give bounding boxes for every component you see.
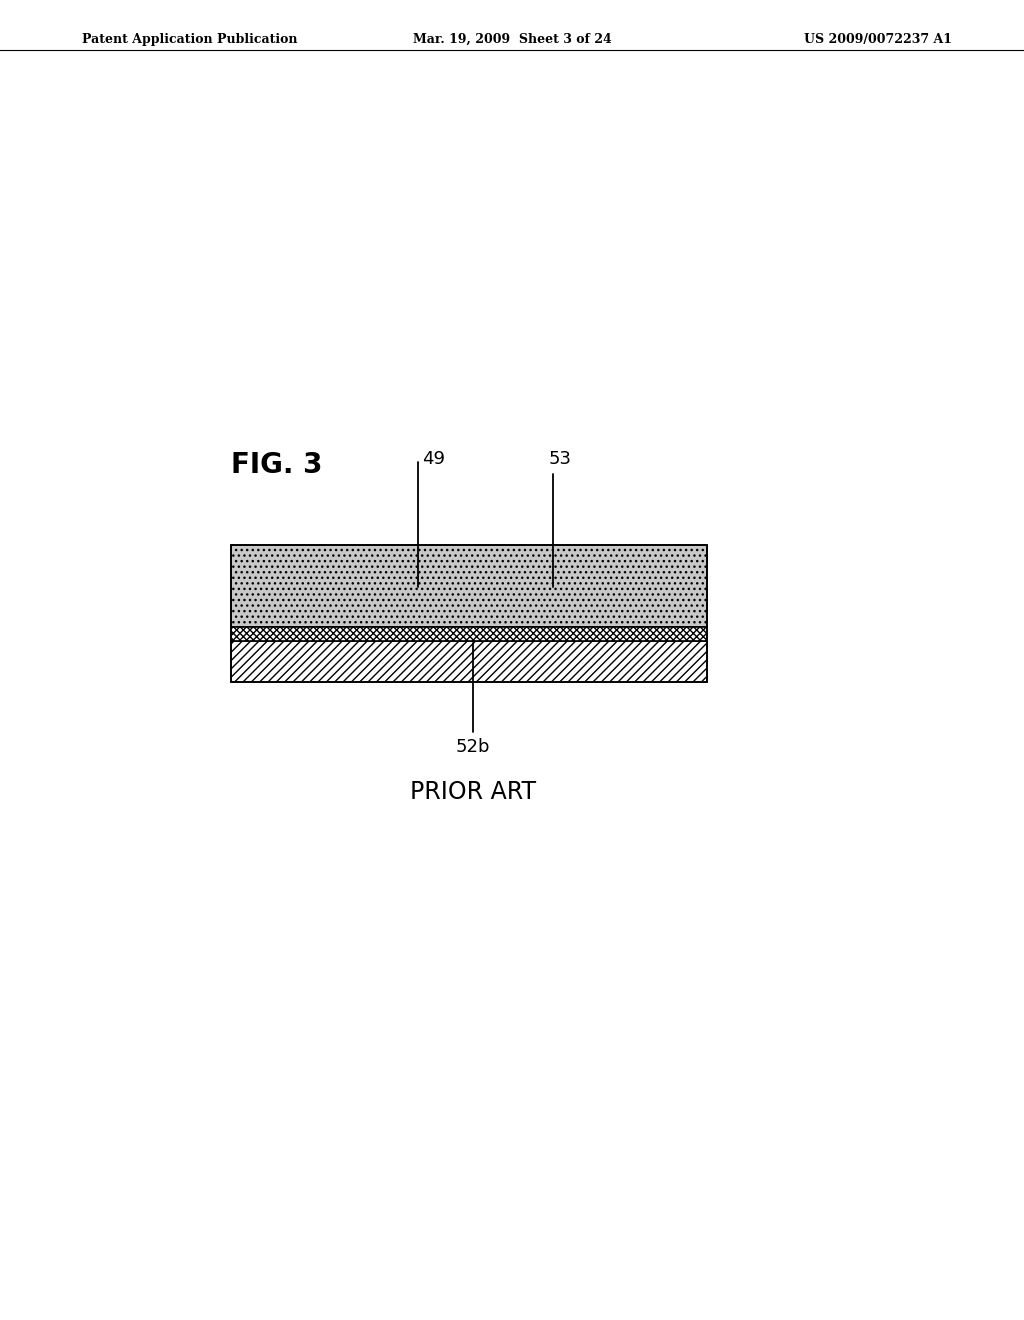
Text: PRIOR ART: PRIOR ART [411, 780, 537, 804]
Bar [231, 627, 708, 640]
Text: US 2009/0072237 A1: US 2009/0072237 A1 [804, 33, 952, 46]
Bar [231, 640, 708, 682]
Bar [231, 545, 708, 627]
Text: 49: 49 [418, 450, 445, 587]
Text: 52b: 52b [456, 643, 490, 756]
Text: Patent Application Publication: Patent Application Publication [82, 33, 297, 46]
Text: Mar. 19, 2009  Sheet 3 of 24: Mar. 19, 2009 Sheet 3 of 24 [413, 33, 611, 46]
Text: FIG. 3: FIG. 3 [231, 450, 323, 479]
Bar [231, 545, 708, 682]
Text: 53: 53 [549, 450, 572, 587]
